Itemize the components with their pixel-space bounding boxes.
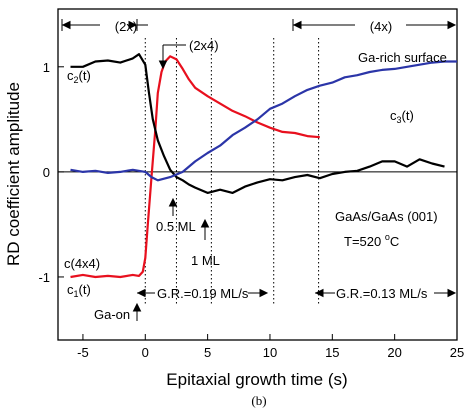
c4x4-label: c(4x4) <box>64 256 100 271</box>
series-group <box>70 53 457 279</box>
c2-label: c2(t) <box>67 68 91 85</box>
phase-2x-label: (2x) <box>115 19 137 34</box>
figure-caption: (b) <box>251 393 266 408</box>
axis-ticks: -5 0 5 10 15 20 25 -1 0 1 <box>38 60 464 360</box>
phase-4x-bracket <box>292 19 457 31</box>
phase-4x-label: (4x) <box>370 19 392 34</box>
plot-frame <box>57 8 458 341</box>
series-line-1 <box>70 55 320 279</box>
c3-label: c3(t) <box>390 108 414 125</box>
gr1-label: G.R.=0.19 ML/s <box>157 286 249 301</box>
ga-rich-label: Ga-rich surface <box>358 50 447 65</box>
series-line-2 <box>70 53 445 194</box>
gr2-label: G.R.=0.13 ML/s <box>336 286 428 301</box>
x-tick-label-4: 15 <box>325 345 339 360</box>
x-tick-label-5: 20 <box>387 345 401 360</box>
temperature-label: T=520 oC <box>344 232 399 249</box>
phase-2x-bracket <box>61 19 148 31</box>
ga-on-label: Ga-on <box>94 307 130 322</box>
series-line-3 <box>70 60 457 182</box>
x-tick-label-3: 10 <box>263 345 277 360</box>
dotted-markers <box>144 38 320 305</box>
x-tick-label-6: 25 <box>450 345 464 360</box>
sample-label: GaAs/GaAs (001) <box>335 209 438 224</box>
x-axis-label: Epitaxial growth time (s) <box>166 370 347 389</box>
y-axis-label: RD coefficient amplitude <box>4 82 23 266</box>
y-tick-label-2: 1 <box>43 60 50 75</box>
gr2-arrow <box>314 288 457 298</box>
x-tick-label-2: 5 <box>204 345 211 360</box>
half-ml-arrow <box>168 197 178 216</box>
y-tick-label-1: 0 <box>43 165 50 180</box>
ga-on-arrow <box>132 302 142 321</box>
gr1-arrow <box>136 288 269 298</box>
phase-2x4-label: (2x4) <box>189 38 219 53</box>
x-tick-label-0: -5 <box>77 345 89 360</box>
one-ml-arrow <box>200 218 210 240</box>
one-ml-label: 1 ML <box>191 253 220 268</box>
x-tick-label-1: 0 <box>142 345 149 360</box>
c1-label: c1(t) <box>67 282 91 299</box>
y-tick-label-0: -1 <box>38 270 50 285</box>
phase-2x4-arrow <box>158 44 186 70</box>
half-ml-label: 0.5 ML <box>156 219 196 234</box>
